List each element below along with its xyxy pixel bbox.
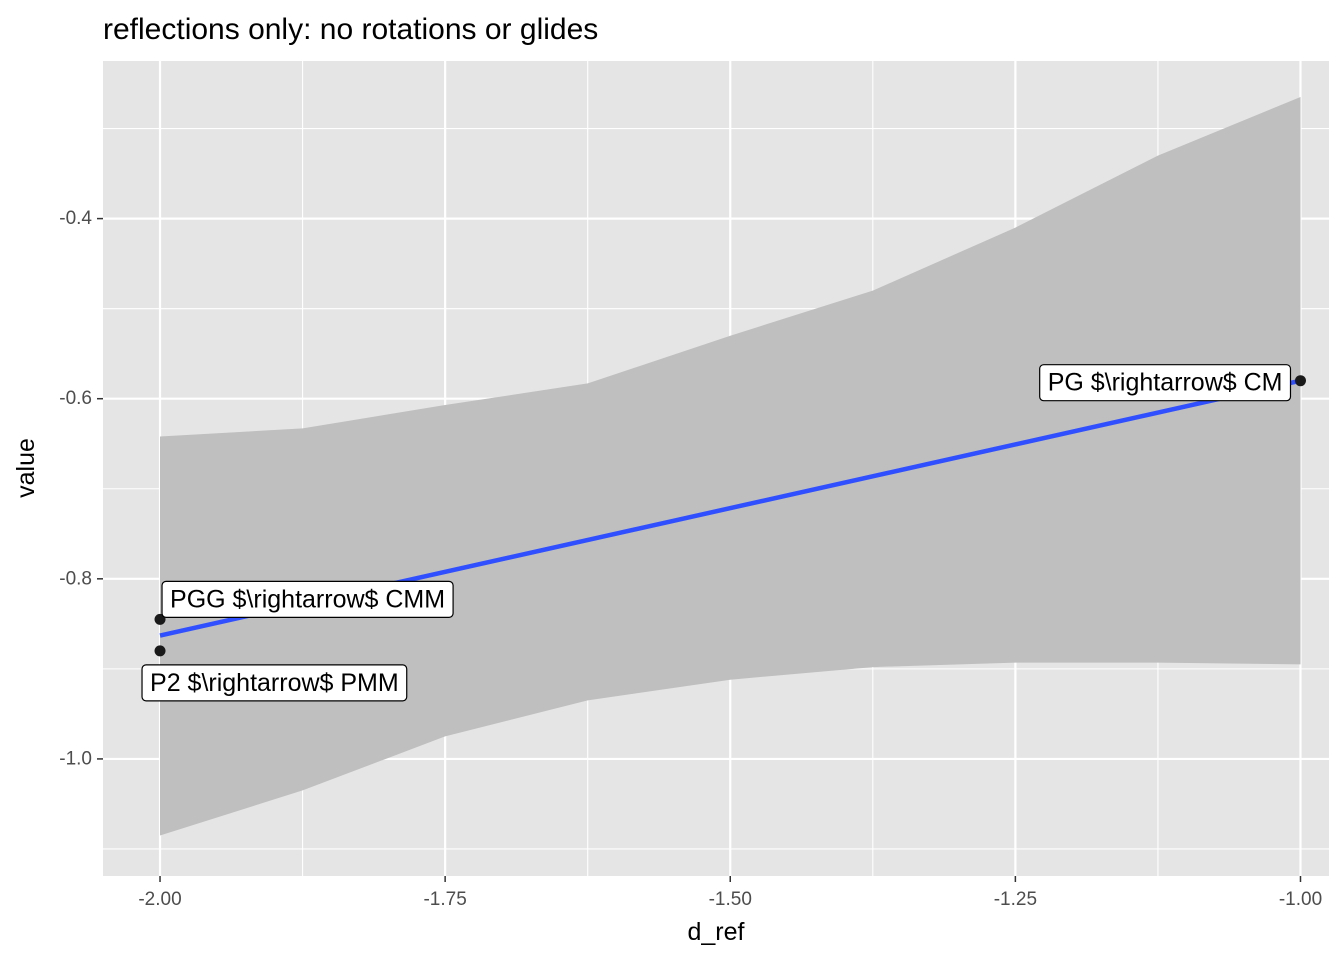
chart-title: reflections only: no rotations or glides (103, 13, 598, 46)
data-point-2 (1294, 375, 1306, 387)
data-point-1 (154, 645, 166, 657)
annotation-box-2 (1039, 364, 1292, 402)
x-tick-label-0: -2.00 (138, 889, 181, 910)
point-annotation-0: PGG $\rightarrow$ CMM (161, 580, 454, 618)
y-axis-title: value (12, 438, 40, 498)
y-tick-label-1: -0.8 (59, 568, 92, 589)
annotation-label-1: P2 $\rightarrow$ PMM (150, 669, 399, 697)
x-axis-ticks: -2.00 -1.75 -1.50 -1.25 -1.00 (138, 876, 1322, 910)
annotation-box-0 (161, 580, 454, 618)
y-axis-ticks: -1.0 -0.8 -0.6 -0.4 (59, 208, 103, 769)
y-tick-label-0: -1.0 (59, 748, 92, 769)
y-tick-label-3: -0.4 (59, 208, 92, 229)
x-axis-title: d_ref (688, 918, 745, 946)
point-annotation-1: P2 $\rightarrow$ PMM (141, 664, 408, 702)
point-annotation-2: PG $\rightarrow$ CM (1039, 364, 1292, 402)
annotation-box-1 (141, 664, 408, 702)
x-tick-label-1: -1.75 (423, 889, 466, 910)
x-tick-label-3: -1.25 (994, 889, 1037, 910)
x-tick-label-2: -1.50 (709, 889, 752, 910)
x-tick-label-4: -1.00 (1279, 889, 1322, 910)
annotation-label-0: PGG $\rightarrow$ CMM (170, 585, 445, 613)
confidence-band (160, 97, 1301, 836)
annotation-label-2: PG $\rightarrow$ CM (1048, 369, 1283, 397)
y-tick-label-2: -0.6 (59, 388, 92, 409)
point-annotations: PGG $\rightarrow$ CMM P2 $\rightarrow$ PM… (141, 364, 1292, 702)
